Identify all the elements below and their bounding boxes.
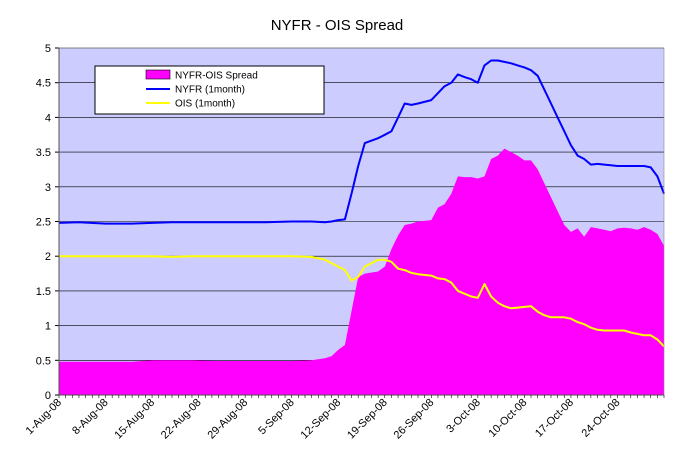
series-line-nyfr: [58, 59, 665, 225]
axes: [55, 47, 665, 398]
series-area-nyfr-ois-spread: [59, 148, 664, 395]
y-tick-label: 3.5: [36, 147, 51, 159]
y-tick-label: 0.5: [36, 355, 51, 367]
legend-swatch: [145, 69, 171, 80]
legend-label: NYFR (1month): [175, 85, 245, 96]
y-tick-label: 5: [45, 43, 51, 55]
x-tick-label: 8-Aug-08: [70, 397, 110, 437]
y-tick-label: 1: [45, 321, 51, 333]
line-series-layer: [58, 59, 665, 348]
legend-label: OIS (1month): [175, 99, 235, 110]
x-tick-label: 15-Aug-08: [112, 397, 157, 442]
y-tick-labels: 0 0.5 1 1.5 2 2.5 3 3.5 4 4.5 5: [36, 43, 51, 402]
x-tick-label: 22-Aug-08: [159, 397, 204, 442]
x-tick-label: 26-Sep-08: [392, 397, 437, 442]
x-tick-label: 1-Aug-08: [24, 397, 64, 437]
x-tick-label: 12-Sep-08: [299, 397, 344, 442]
x-tick-label: 17-Oct-08: [533, 397, 576, 440]
y-tick-label: 1.5: [36, 286, 51, 298]
x-tick-labels: 1-Aug-08 8-Aug-08 15-Aug-08 22-Aug-08 29-Aug…: [24, 397, 623, 442]
legend-label: NYFR-OIS Spread: [175, 71, 258, 82]
legend: NYFR-OIS Spread NYFR (1month) OIS (1month): [94, 65, 325, 115]
area-series-layer: [59, 148, 664, 395]
chart-title: NYFR - OIS Spread: [271, 17, 404, 34]
x-tick-label: 29-Aug-08: [205, 397, 250, 442]
y-tick-label: 2: [45, 251, 51, 263]
y-tick-label: 4.5: [36, 78, 51, 90]
x-tick-label: 19-Sep-08: [345, 397, 390, 442]
legend-box: [94, 65, 325, 115]
y-tick-label: 0: [45, 390, 51, 402]
x-tick-label: 3-Oct-08: [444, 397, 483, 436]
x-tick-label: 5-Sep-08: [256, 397, 296, 437]
x-tick-label: 24-Oct-08: [580, 397, 623, 440]
x-tick-label: 10-Oct-08: [486, 397, 529, 440]
y-tick-label: 3: [45, 182, 51, 194]
y-tick-label: 4: [45, 112, 51, 124]
series-line-ois: [59, 255, 665, 348]
plot-border: [58, 47, 665, 396]
y-tick-label: 2.5: [36, 217, 51, 229]
